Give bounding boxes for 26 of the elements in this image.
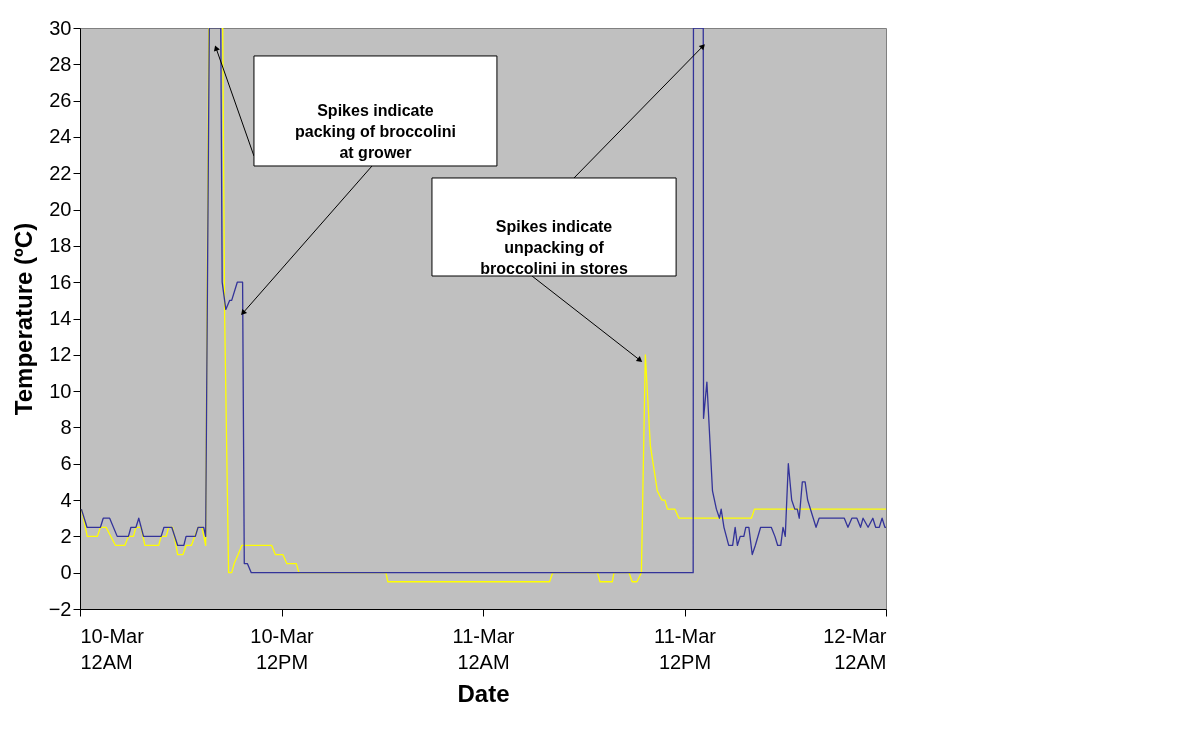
y-tick-label: 24 [49, 125, 72, 148]
y-tick-label: 20 [49, 198, 72, 221]
annotation: Spikes indicate unpacking of broccolini in stores [480, 217, 628, 277]
x-tick-label: 12-Mar 12AM [823, 624, 887, 673]
y-tick-label: 14 [49, 307, 72, 329]
y-tick-label: 26 [49, 89, 72, 112]
y-tick-label: 8 [60, 415, 72, 438]
y-tick-label: 4 [60, 488, 72, 511]
x-tick-label: 10-Mar 12AM [80, 624, 145, 673]
y-axis-title: Temperature (ºC) [9, 222, 37, 416]
y-tick-label: 16 [49, 270, 72, 293]
y-tick-label: 22 [49, 161, 72, 184]
y-tick-label: −2 [48, 597, 72, 620]
y-tick-label: 10 [49, 379, 72, 402]
y-tick-label: 0 [60, 561, 72, 584]
x-tick-label: 10-Mar 12PM [250, 624, 315, 673]
annotation: Spikes indicate packing of broccolini at grower [295, 101, 456, 161]
x-axis-title: Date [457, 679, 510, 707]
y-tick-label: 28 [49, 52, 72, 75]
y-tick-label: 18 [49, 234, 72, 257]
y-tick-label: 30 [49, 16, 72, 39]
y-tick-label: 12 [49, 343, 72, 366]
x-tick-label: 11-Mar 12PM [654, 624, 717, 673]
y-tick-label: 6 [60, 452, 72, 475]
y-tick-label: 2 [60, 524, 72, 547]
x-tick-label: 11-Mar 12AM [452, 624, 515, 673]
